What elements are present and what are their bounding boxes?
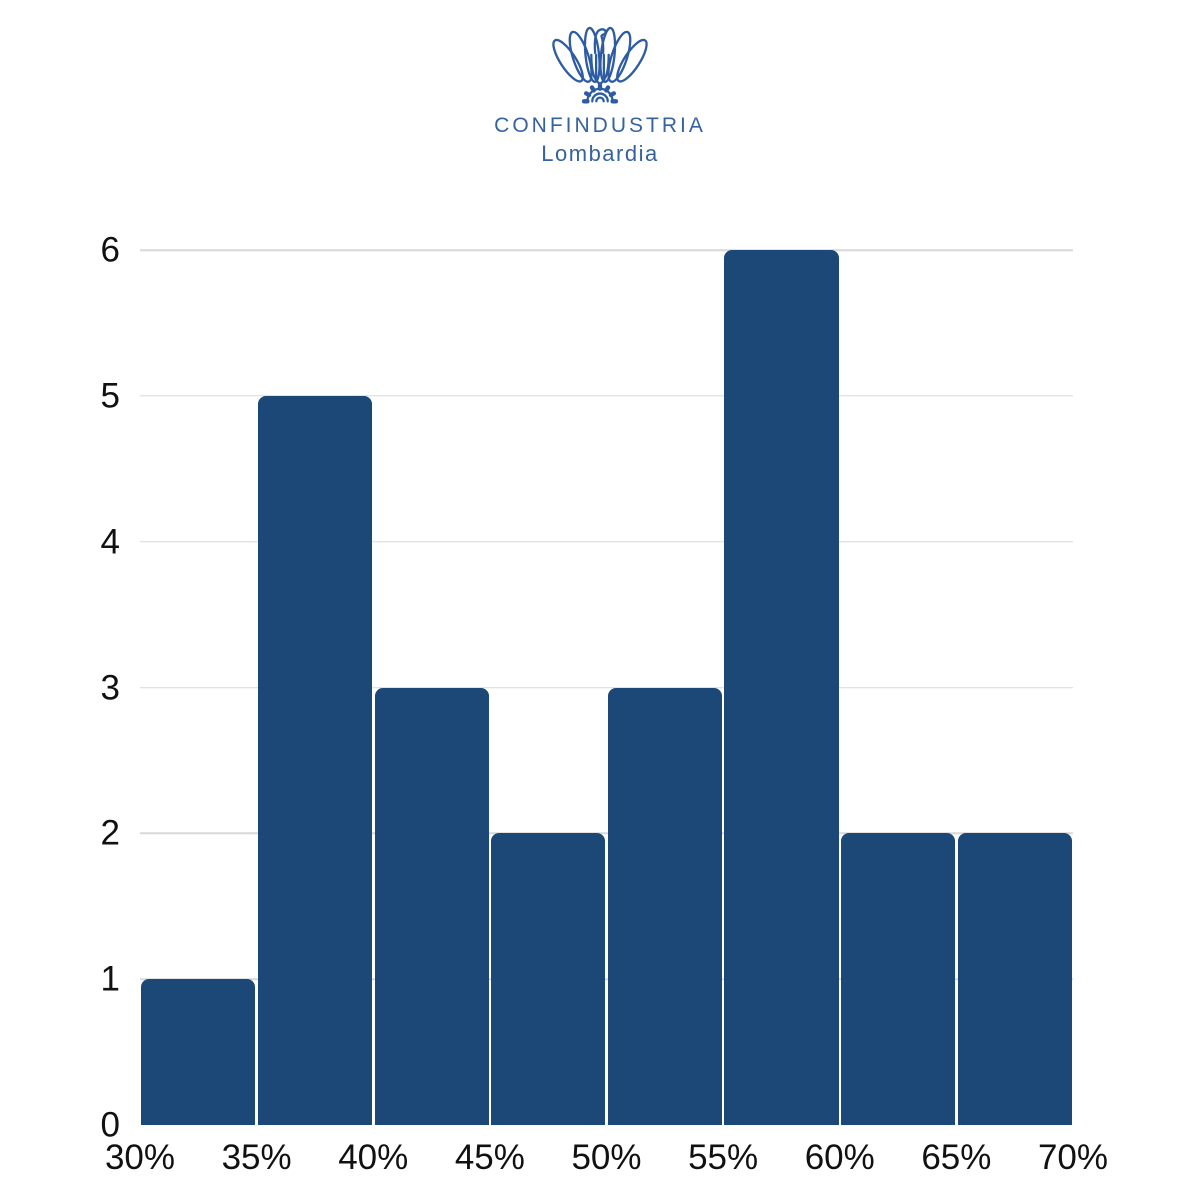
gridline — [140, 249, 1073, 251]
y-tick-label: 0 — [100, 1105, 120, 1145]
y-tick-label: 5 — [100, 376, 120, 416]
x-tick-label: 50% — [571, 1138, 642, 1177]
x-tick-label: 45% — [454, 1138, 525, 1177]
y-axis-labels: 0 1 2 3 4 5 6 — [0, 233, 126, 1143]
histogram-bar — [957, 833, 1072, 1125]
x-tick-label: 65% — [921, 1138, 992, 1177]
gridline — [140, 832, 1073, 835]
y-tick-label: 4 — [100, 522, 120, 562]
x-tick-label: 40% — [338, 1138, 409, 1177]
histogram-bar — [374, 687, 489, 1125]
x-axis-labels: 30% 35% 40% 45% 50% 55% 60% 65% 70% — [105, 1138, 1108, 1190]
y-tick-label: 2 — [100, 813, 120, 853]
histogram-bar — [257, 395, 372, 1125]
x-tick-label: 60% — [804, 1138, 875, 1177]
x-tick-label: 70% — [1037, 1138, 1109, 1177]
logo: CONFINDUSTRIA Lombardia — [0, 22, 1200, 167]
histogram-bar — [607, 687, 722, 1125]
y-tick-label: 1 — [100, 959, 120, 999]
y-tick-label: 3 — [100, 668, 120, 707]
x-tick-label: 55% — [688, 1138, 759, 1177]
x-tick-label: 30% — [104, 1138, 176, 1177]
confindustria-eagle-icon — [552, 26, 648, 104]
x-tick-label: 35% — [221, 1138, 292, 1177]
histogram-chart — [140, 249, 1073, 1125]
histogram-bar — [491, 833, 606, 1125]
histogram-bar — [841, 833, 956, 1125]
gridline — [140, 978, 1073, 980]
logo-org-name: CONFINDUSTRIA — [494, 114, 706, 137]
gridline — [140, 540, 1073, 543]
gridline — [140, 686, 1073, 689]
logo-region-name: Lombardia — [541, 141, 659, 166]
y-tick-label: 6 — [100, 230, 120, 270]
histogram-bar — [141, 979, 256, 1125]
histogram-bar — [724, 250, 839, 1125]
gridline — [140, 395, 1073, 397]
